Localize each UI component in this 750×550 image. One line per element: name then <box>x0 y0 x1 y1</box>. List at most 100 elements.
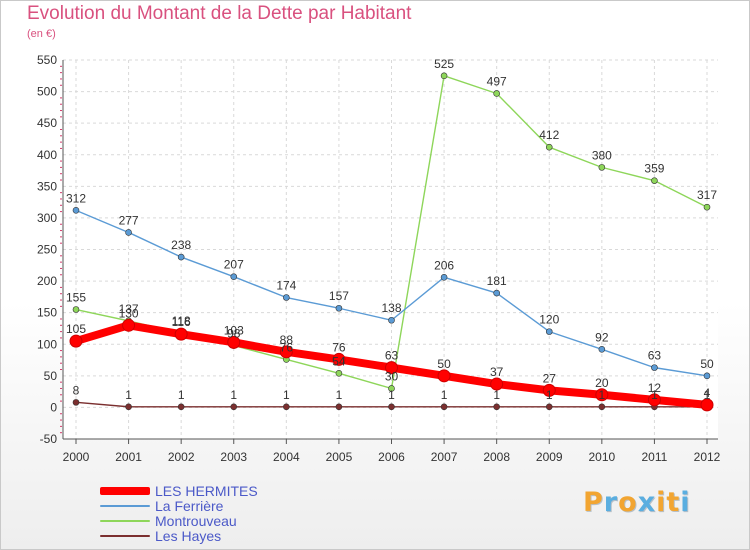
data-label: 98 <box>227 327 241 341</box>
data-point <box>595 388 609 402</box>
y-tick-label: 50 <box>44 369 58 383</box>
x-tick-label: 2004 <box>273 450 300 464</box>
data-point <box>177 403 185 411</box>
data-label: 118 <box>172 314 191 328</box>
y-tick-label: 450 <box>37 116 57 130</box>
data-label: 130 <box>119 306 139 320</box>
data-label: 1 <box>388 388 395 402</box>
y-tick-label: 350 <box>37 179 57 193</box>
data-point <box>283 403 290 411</box>
data-point <box>598 164 606 171</box>
data-point <box>227 335 241 349</box>
data-point <box>598 346 606 353</box>
data-point <box>335 370 343 377</box>
data-point <box>647 393 661 407</box>
data-label: 4 <box>704 386 711 400</box>
data-point <box>125 229 132 236</box>
data-point <box>440 273 448 281</box>
data-label: 20 <box>595 376 609 390</box>
data-label: 37 <box>490 365 504 379</box>
data-point <box>440 403 448 411</box>
logo-letter: o <box>618 487 638 518</box>
data-label: 116 <box>172 315 191 329</box>
data-point <box>493 289 500 297</box>
data-point <box>125 403 132 411</box>
data-point <box>335 304 343 312</box>
data-point <box>493 90 500 97</box>
logo-letter: i <box>656 487 667 518</box>
data-point <box>388 385 395 392</box>
data-point <box>174 327 188 341</box>
data-point <box>493 403 500 411</box>
y-tick-label: 250 <box>37 243 57 257</box>
legend-swatch-les-hayes <box>100 535 150 537</box>
data-label: 12 <box>648 381 662 395</box>
data-point <box>385 361 398 375</box>
data-point <box>388 316 395 324</box>
x-tick-label: 2006 <box>378 450 405 464</box>
x-tick-label: 2010 <box>588 450 615 464</box>
logo-letter: i <box>680 487 691 518</box>
data-point <box>703 372 711 380</box>
legend-label-les-hermites: LES HERMITES <box>155 483 258 499</box>
data-label: 54 <box>332 354 346 368</box>
logo-letter: P <box>583 487 604 518</box>
y-tick-label: 500 <box>37 85 57 99</box>
data-label: 312 <box>66 191 86 205</box>
data-label: 1 <box>441 388 448 402</box>
data-point <box>651 177 658 184</box>
data-label: 8 <box>73 383 80 397</box>
x-tick-label: 2012 <box>694 450 721 464</box>
x-tick-label: 2011 <box>642 450 668 464</box>
data-point <box>545 143 553 151</box>
x-tick-label: 2000 <box>63 450 90 464</box>
data-label: 1 <box>546 388 553 402</box>
data-label: 207 <box>224 258 244 272</box>
data-point <box>122 318 136 332</box>
logo-letter: r <box>603 487 619 518</box>
data-label: 206 <box>434 258 454 272</box>
x-tick-label: 2005 <box>326 450 353 464</box>
legend-swatch-montrouveau <box>100 520 150 522</box>
legend-item-montrouveau: Montrouveau <box>100 514 300 529</box>
legend-label-la-ferriere: La Ferrière <box>155 498 224 514</box>
data-point <box>703 203 711 211</box>
data-label: 1 <box>125 388 132 402</box>
data-label: 120 <box>539 313 559 327</box>
data-point <box>437 369 451 383</box>
legend-swatch-la-ferriere <box>100 505 150 507</box>
legend-item-les-hayes: Les Hayes <box>100 529 300 544</box>
data-point <box>230 403 238 411</box>
x-tick-label: 2001 <box>115 450 142 464</box>
data-label: 88 <box>280 333 294 347</box>
data-label: 138 <box>381 301 401 315</box>
y-tick-label: 0 <box>50 400 57 414</box>
data-label: 92 <box>595 330 609 344</box>
data-point <box>651 364 658 371</box>
data-label: 277 <box>119 213 139 227</box>
y-tick-label: 550 <box>37 53 57 67</box>
data-point <box>440 72 448 80</box>
chart-legend: LES HERMITES La Ferrière Montrouveau Les… <box>100 484 300 544</box>
legend-swatch-les-hermites <box>100 487 150 495</box>
data-point <box>388 403 395 411</box>
legend-item-la-ferriere: La Ferrière <box>100 499 300 514</box>
data-label: 105 <box>66 322 86 336</box>
data-label: 103 <box>224 323 244 337</box>
data-point <box>332 352 346 366</box>
logo-letter: x <box>637 487 657 518</box>
y-tick-label: 300 <box>37 211 57 225</box>
data-label: 1 <box>493 388 500 402</box>
data-label: 50 <box>437 357 451 371</box>
data-point <box>490 377 504 391</box>
y-tick-label: 150 <box>37 306 57 320</box>
data-point <box>72 306 80 313</box>
data-label: 63 <box>648 349 662 363</box>
data-label: 27 <box>543 371 557 385</box>
data-label: 50 <box>700 357 714 371</box>
data-label: 380 <box>592 148 612 162</box>
data-point <box>542 383 556 397</box>
data-label: 174 <box>276 279 296 293</box>
data-label: 1 <box>336 388 343 402</box>
